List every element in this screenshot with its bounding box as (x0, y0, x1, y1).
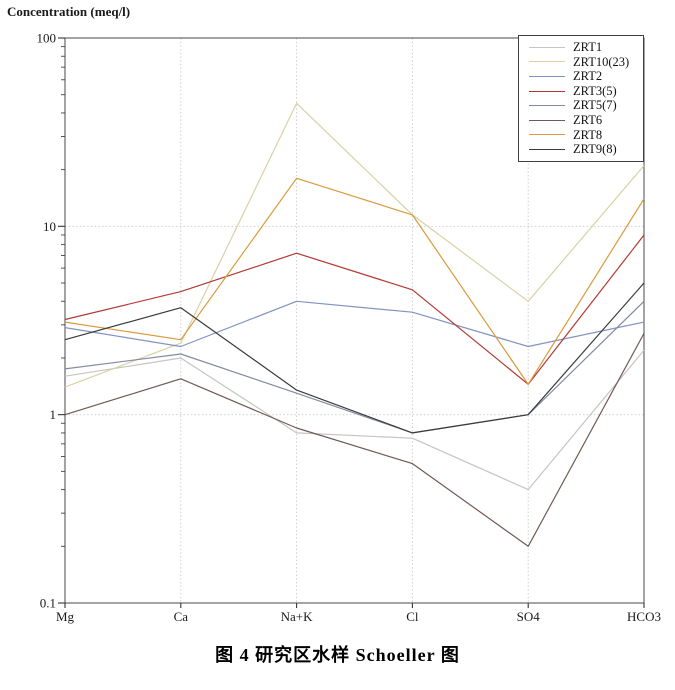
legend-item-ZRT9(8): ZRT9(8) (529, 142, 639, 157)
y-axis-title: Concentration (meq/l) (7, 4, 131, 19)
series-line-ZRT1 (64, 349, 645, 491)
legend-item-ZRT6: ZRT6 (529, 113, 639, 128)
schoeller-chart: 100 10 1 0.1Mg Ca Na+K Cl SO4 HCO3 (37, 31, 661, 625)
x-tick-label-HCO3: HCO3 (627, 609, 661, 624)
series-line-ZRT8 (64, 177, 645, 385)
legend-label: ZRT6 (573, 112, 603, 127)
legend-label: ZRT5(7) (573, 98, 617, 113)
x-tick-label-Na+K: Na+K (281, 609, 313, 624)
y-tick-label: 10 (43, 219, 56, 234)
x-tick-label-Ca: Ca (174, 609, 189, 624)
y-tick-label: 100 (37, 31, 57, 46)
legend-label: ZRT8 (573, 127, 603, 142)
legend-label: ZRT9(8) (573, 142, 617, 157)
series-line-ZRT3(5) (64, 234, 645, 385)
legend-label: ZRT2 (573, 69, 603, 84)
series-line-ZRT9(8) (64, 282, 645, 434)
legend-item-ZRT5(7): ZRT5(7) (529, 98, 639, 113)
legend: ZRT1 ZRT10(23) ZRT2 ZRT3(5) ZRT5(7) ZRT6 ZRT8 Z… (518, 35, 644, 162)
y-tick-label: 1 (50, 407, 57, 422)
x-tick-label-SO4: SO4 (517, 609, 541, 624)
y-tick-label: 0.1 (40, 596, 56, 611)
legend-line-swatch (529, 119, 565, 121)
series-line-ZRT2 (64, 300, 645, 348)
legend-line-swatch (529, 75, 565, 77)
series-line-ZRT10(23) (64, 102, 645, 388)
legend-item-ZRT3(5): ZRT3(5) (529, 84, 639, 99)
legend-label: ZRT10(23) (573, 54, 630, 69)
x-tick-label-Cl: Cl (406, 609, 419, 624)
series-line-ZRT6 (64, 333, 645, 547)
legend-item-ZRT1: ZRT1 (529, 40, 639, 55)
legend-line-swatch (529, 148, 565, 150)
legend-line-swatch (529, 46, 565, 48)
legend-label: ZRT3(5) (573, 83, 617, 98)
legend-item-ZRT10(23): ZRT10(23) (529, 55, 639, 70)
legend-item-ZRT8: ZRT8 (529, 128, 639, 143)
legend-line-swatch (529, 134, 565, 136)
legend-item-ZRT2: ZRT2 (529, 69, 639, 84)
legend-line-swatch (529, 61, 565, 63)
series-line-ZRT5(7) (64, 300, 645, 434)
plot-border (64, 37, 645, 604)
x-tick-label-Mg: Mg (56, 609, 75, 624)
legend-line-swatch (529, 105, 565, 107)
figure-caption: 图 4 研究区水样 Schoeller 图 (215, 645, 460, 665)
legend-line-swatch (529, 90, 565, 92)
legend-label: ZRT1 (573, 40, 603, 54)
